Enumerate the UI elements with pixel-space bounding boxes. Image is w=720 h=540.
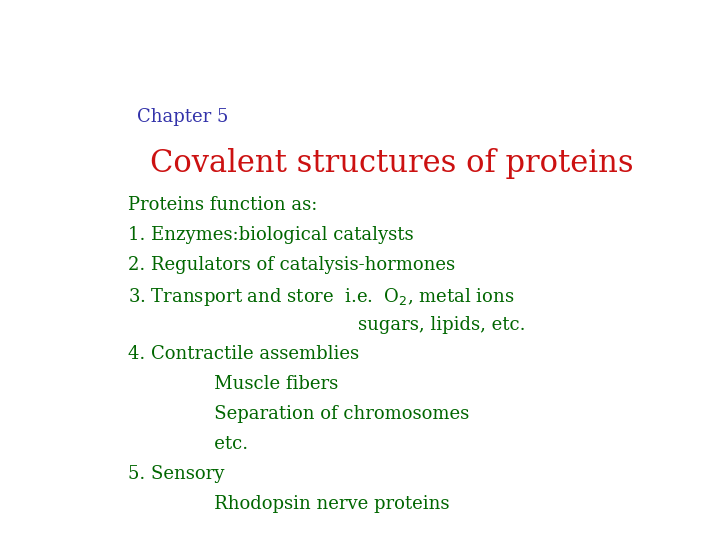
Text: sugars, lipids, etc.: sugars, lipids, etc. xyxy=(128,315,526,334)
Text: Chapter 5: Chapter 5 xyxy=(138,109,229,126)
Text: Covalent structures of proteins: Covalent structures of proteins xyxy=(150,148,633,179)
Text: 2. Regulators of catalysis-hormones: 2. Regulators of catalysis-hormones xyxy=(128,255,455,274)
Text: 1. Enzymes:biological catalysts: 1. Enzymes:biological catalysts xyxy=(128,226,413,244)
Text: 5. Sensory: 5. Sensory xyxy=(128,465,225,483)
Text: 4. Contractile assemblies: 4. Contractile assemblies xyxy=(128,346,359,363)
Text: Separation of chromosomes: Separation of chromosomes xyxy=(128,406,469,423)
Text: Rhodopsin nerve proteins: Rhodopsin nerve proteins xyxy=(128,495,449,513)
Text: Proteins function as:: Proteins function as: xyxy=(128,196,318,214)
Text: etc.: etc. xyxy=(128,435,248,453)
Text: Muscle fibers: Muscle fibers xyxy=(128,375,338,394)
Text: 3. Transport and store  i.e.  O$_2$, metal ions: 3. Transport and store i.e. O$_2$, metal… xyxy=(128,286,514,308)
